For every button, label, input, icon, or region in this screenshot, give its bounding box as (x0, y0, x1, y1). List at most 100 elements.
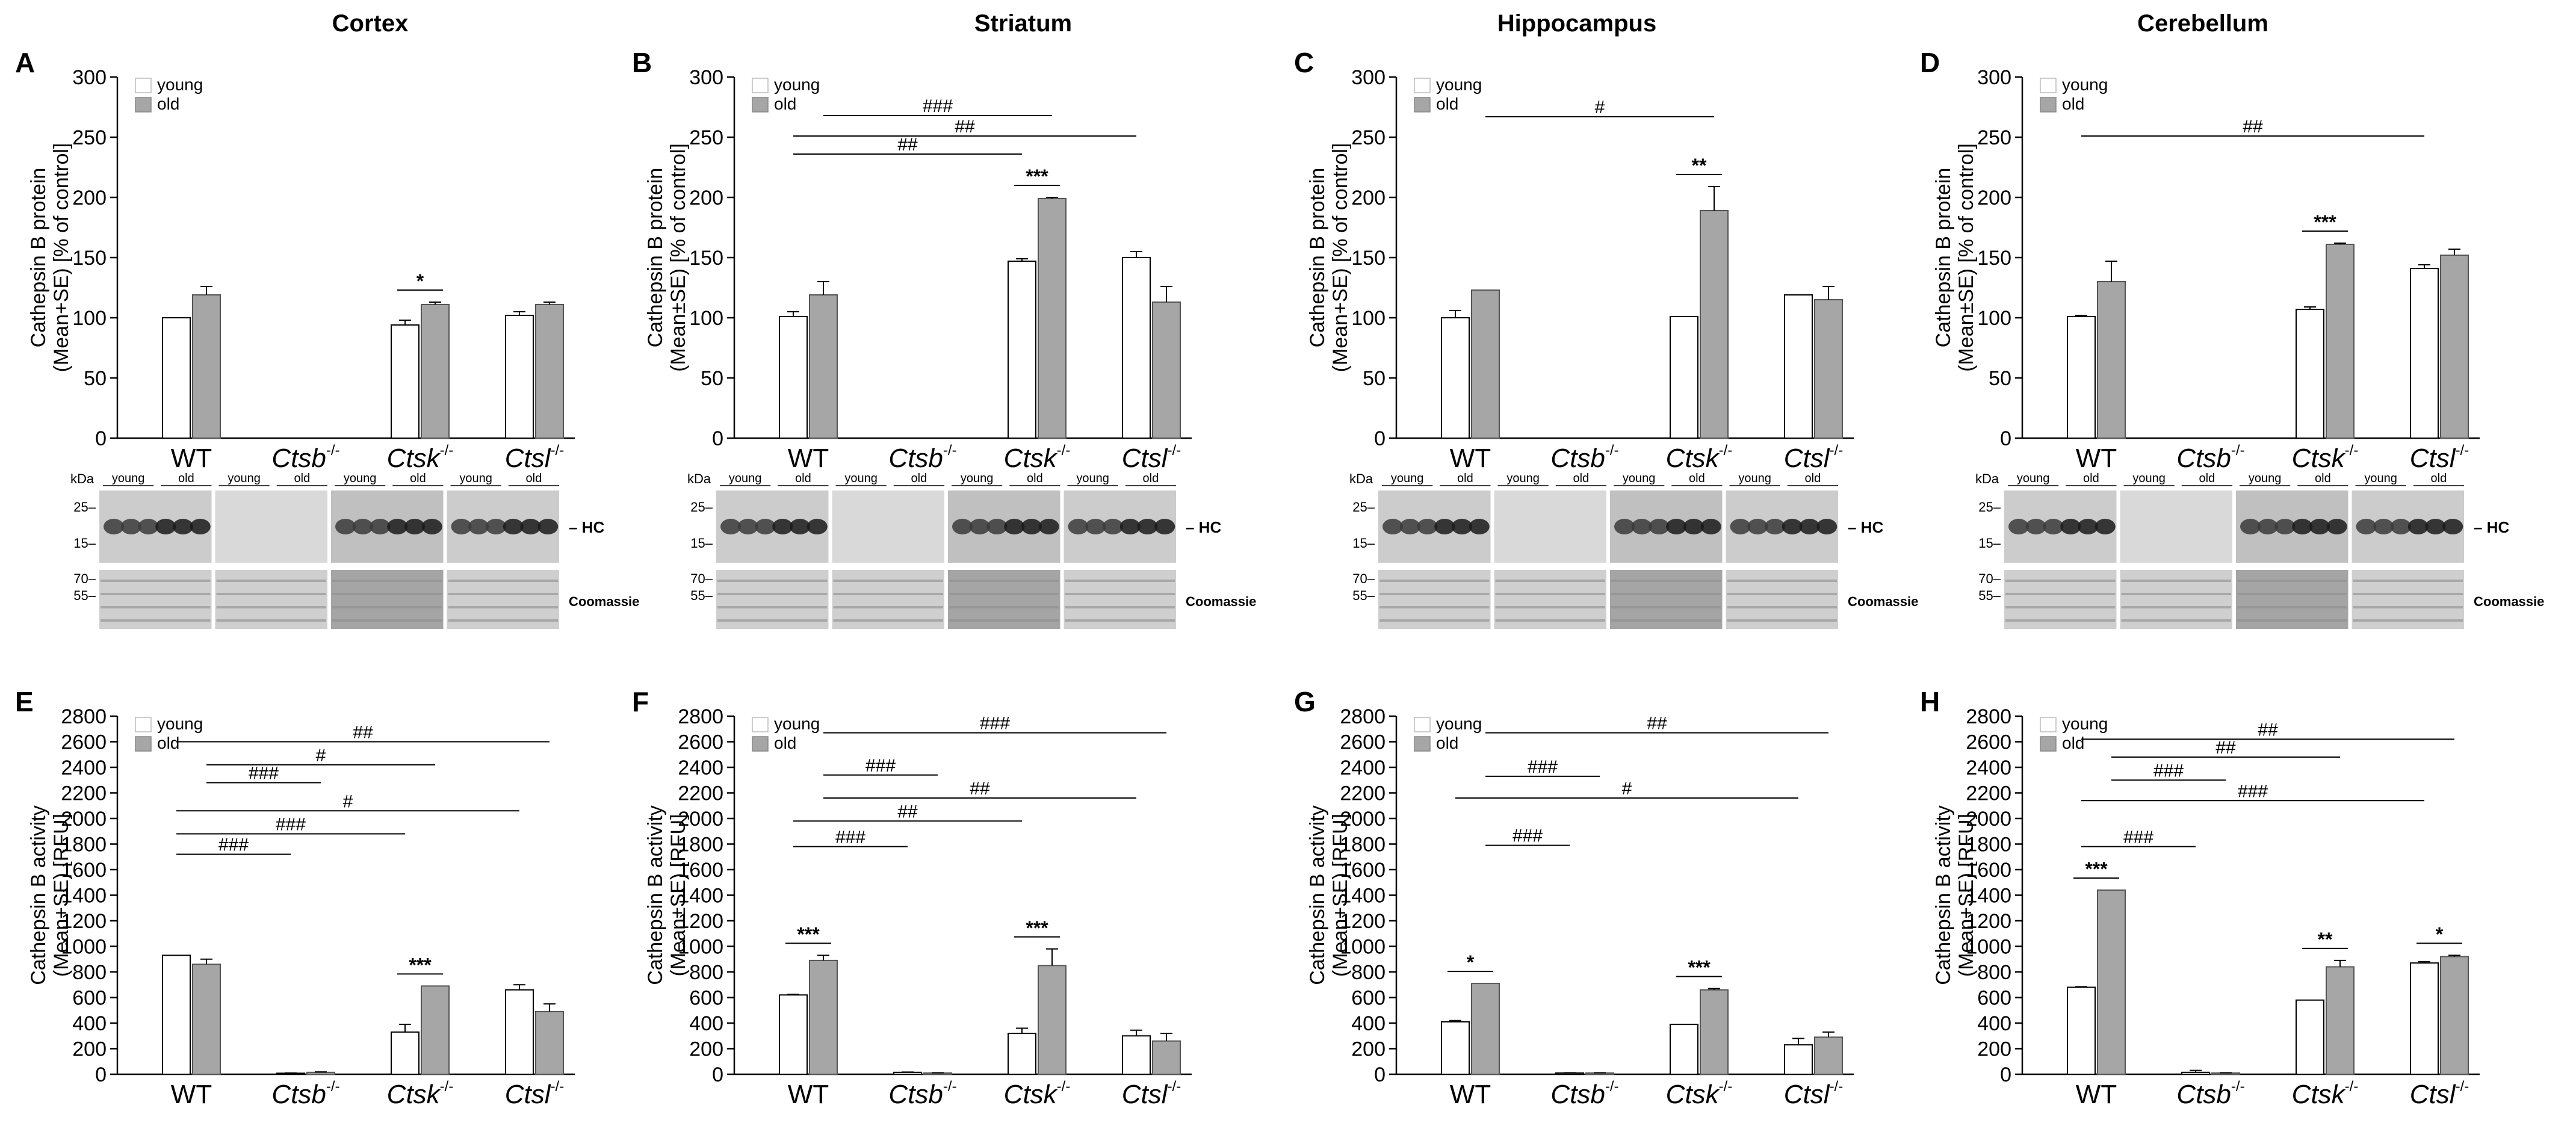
legend-label-young: young (2062, 75, 2108, 94)
lane-label-young: young (1391, 472, 1424, 485)
category-name: WT (2076, 1080, 2117, 1109)
lane-label-young: young (1623, 472, 1656, 485)
genotype-superscript: -/- (1830, 1078, 1844, 1095)
lane-label-young: young (729, 472, 762, 485)
hc-band (2373, 519, 2394, 534)
significance-stars: * (2436, 923, 2444, 945)
significance-stars: *** (1688, 957, 1711, 979)
y-tick-label: 300 (72, 66, 107, 89)
bar-old (2097, 281, 2126, 439)
chart-panel-h: H020040060080010001200140016001800200022… (1920, 686, 2480, 1109)
hc-band (1614, 519, 1635, 534)
x-category-label: WT (788, 1080, 829, 1109)
x-category-label: Ctsl-/- (1784, 1078, 1843, 1109)
genotype-superscript: -/- (2456, 442, 2469, 459)
bar-old (1471, 289, 1500, 439)
genotype-superscript: -/- (1057, 442, 1071, 459)
hc-band (1747, 519, 1768, 534)
y-tick-label: 1800 (61, 834, 107, 856)
legend-swatch-old (135, 97, 152, 113)
hc-band (451, 519, 472, 534)
x-category-label: Ctsl-/- (505, 442, 564, 473)
hc-band (969, 519, 990, 534)
bar-old (1038, 965, 1067, 1075)
category-name: Ctsl (1784, 1080, 1830, 1109)
lane-label-young: young (1738, 472, 1771, 485)
hc-band (387, 519, 408, 534)
marker-15: 15– (73, 536, 96, 551)
y-tick-label: 1000 (61, 936, 107, 959)
y-tick-label: 800 (689, 961, 723, 984)
hc-band (807, 519, 828, 534)
category-name: WT (1450, 1080, 1491, 1109)
x-category-label: WT (171, 444, 212, 473)
marker-70: 70– (690, 571, 713, 586)
y-axis-label: Cathepsin B protein (1306, 168, 1329, 348)
x-category-label: Ctsk-/- (1666, 1078, 1733, 1109)
bar-young (2067, 316, 2096, 439)
significance-stars: *** (2085, 858, 2108, 880)
region-title-striatum: Striatum (974, 10, 1072, 37)
comparison-label: ### (1528, 757, 1558, 777)
genotype-superscript: -/- (1605, 442, 1619, 459)
legend-swatch-young (752, 78, 769, 93)
category-name: WT (171, 1080, 212, 1109)
category-name: Ctsb (888, 1080, 943, 1109)
comparison-label: ### (923, 96, 953, 116)
hc-band (1666, 519, 1687, 534)
hc-band (1021, 519, 1042, 534)
category-name: WT (788, 444, 829, 473)
legend-swatch-young (2040, 78, 2057, 93)
comparison-label: ## (970, 779, 990, 799)
legend-label-old: old (774, 734, 796, 752)
lane-label-old: old (1689, 472, 1705, 485)
lane-label-old: old (526, 472, 542, 485)
genotype-superscript: -/- (2345, 1078, 2359, 1095)
comparison-label: ## (2215, 738, 2236, 758)
western-blot-hippocampus: kDa young old young old young old young old 25– 15… (1349, 471, 1918, 629)
x-category-label: Ctsb-/- (888, 442, 956, 473)
y-tick-label: 2400 (1966, 756, 2011, 779)
y-tick-label: 1800 (1966, 834, 2011, 856)
genotype-superscript: -/- (2231, 1078, 2245, 1095)
significance-stars: *** (1026, 166, 1048, 187)
comparison-label: ## (353, 723, 373, 743)
marker-70: 70– (1352, 571, 1375, 586)
marker-55: 55– (73, 588, 96, 603)
hc-band (2309, 519, 2330, 534)
hc-band (2095, 519, 2116, 534)
genotype-superscript: -/- (326, 1078, 340, 1095)
marker-25: 25– (73, 500, 96, 515)
hc-band (1434, 519, 1455, 534)
genotype-superscript: -/- (1719, 442, 1733, 459)
hc-band (1469, 519, 1490, 534)
hc-band (2025, 519, 2046, 534)
y-tick-label: 0 (1374, 427, 1386, 450)
bar-young (2410, 268, 2439, 439)
y-tick-label: 1000 (1340, 936, 1386, 959)
y-tick-label: 250 (72, 126, 107, 149)
y-tick-label: 150 (72, 247, 107, 270)
hc-band (1683, 519, 1704, 534)
hc-band (2425, 519, 2446, 534)
y-tick-label: 50 (1363, 367, 1386, 390)
genotype-superscript: -/- (1830, 442, 1844, 459)
y-axis-label: (Mean+SE) [% of control] (1329, 143, 1352, 373)
hc-band (772, 519, 793, 534)
y-tick-label: 1200 (61, 910, 107, 933)
legend-label-old: old (1436, 94, 1458, 113)
category-name: Ctsk (387, 1080, 441, 1109)
y-axis-label: Cathepsin B activity (1932, 805, 1955, 985)
lane-label-young: young (961, 472, 994, 485)
y-tick-label: 1800 (678, 834, 723, 856)
y-tick-label: 600 (1351, 987, 1386, 1010)
y-tick-label: 1600 (1340, 859, 1386, 882)
lane-label-old: old (1805, 472, 1821, 485)
y-tick-label: 400 (1351, 1012, 1386, 1035)
comparison-label: ### (2238, 781, 2268, 801)
y-tick-label: 1400 (1340, 885, 1386, 908)
bar-young (779, 316, 808, 439)
kda-label: kDa (70, 471, 94, 486)
hc-band (2240, 519, 2261, 534)
y-tick-label: 0 (712, 427, 723, 450)
